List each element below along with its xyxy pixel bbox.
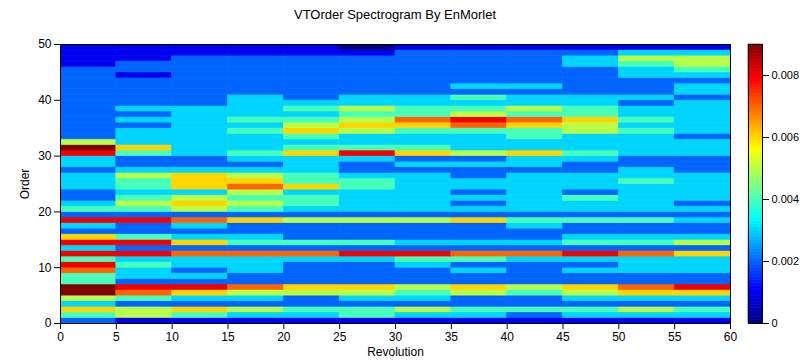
svg-text:0: 0 [57,330,64,344]
svg-text:50: 50 [612,330,626,344]
svg-text:0.006: 0.006 [772,131,800,143]
svg-text:45: 45 [556,330,570,344]
svg-text:Order: Order [18,169,32,200]
html-text:VTOrder Spectrogram By EnMorle: VTOrder Spectrogram By EnMorlet [294,7,496,22]
svg-text:0: 0 [772,317,778,329]
svg-text:20: 20 [277,330,291,344]
svg-text:35: 35 [445,330,459,344]
svg-text:55: 55 [668,330,682,344]
svg-text:10: 10 [38,261,52,275]
svg-text:0.002: 0.002 [772,255,800,267]
svg-text:40: 40 [38,93,52,107]
svg-text:40: 40 [500,330,514,344]
svg-text:10: 10 [165,330,179,344]
svg-text:0.004: 0.004 [772,193,800,205]
svg-text:30: 30 [389,330,403,344]
svg-text:60: 60 [724,330,738,344]
svg-text:25: 25 [333,330,347,344]
svg-text:30: 30 [38,149,52,163]
svg-text:15: 15 [221,330,235,344]
svg-text:0: 0 [45,316,52,330]
svg-text:5: 5 [113,330,120,344]
svg-text:50: 50 [38,37,52,51]
svg-text:20: 20 [38,205,52,219]
svg-text:Revolution: Revolution [367,345,424,359]
svg-text:0.008: 0.008 [772,69,800,81]
